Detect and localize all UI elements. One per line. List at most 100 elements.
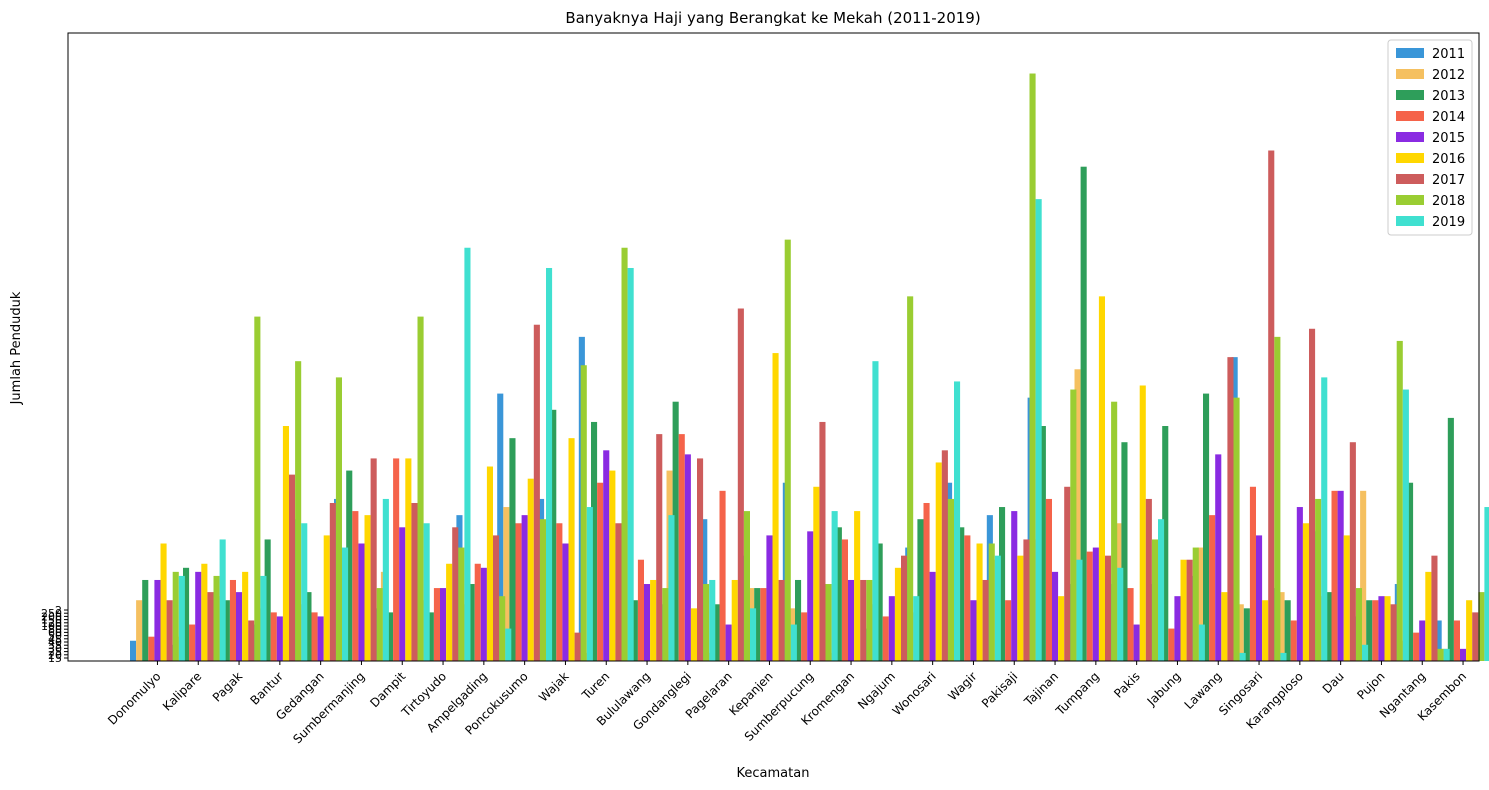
bar-ampelgading-2013 xyxy=(468,584,475,661)
bar-pakis-2013 xyxy=(1121,442,1128,661)
y-tick-label: 80 xyxy=(48,623,62,636)
bar-donomulyo-2016 xyxy=(160,543,167,661)
bar-kromengan-2017 xyxy=(860,579,867,661)
bar-tirtoyudo-2015 xyxy=(440,588,447,661)
bar-wajak-2019 xyxy=(586,507,593,661)
bar-pakis-2014 xyxy=(1127,588,1134,661)
legend-label-2014: 2014 xyxy=(1432,110,1465,125)
x-tick-label-pagak: Pagak xyxy=(210,669,245,704)
bar-wonosari-2015 xyxy=(929,571,936,661)
bar-sumbermanjing-2015 xyxy=(358,543,365,661)
bar-turen-2014 xyxy=(597,482,604,661)
bar-ngajum-2018 xyxy=(907,296,914,661)
bar-tirtoyudo-2017 xyxy=(452,527,459,661)
bar-bantur-2018 xyxy=(295,361,302,661)
y-tick-label: 60 xyxy=(48,626,62,639)
bar-kepanjen-2015 xyxy=(766,535,773,661)
bar-wajak-2017 xyxy=(574,632,581,661)
y-tick-label: 35 xyxy=(48,639,62,652)
bar-pujon-2013 xyxy=(1366,600,1373,661)
bar-gedangan-2014 xyxy=(311,612,318,661)
bar-turen-2013 xyxy=(591,421,598,661)
bar-ngajum-2013 xyxy=(876,543,883,661)
x-tick-label-jabung: Jabung xyxy=(1144,669,1184,709)
bar-pakisaji-2014 xyxy=(1005,600,1012,661)
bar-jabung-2014 xyxy=(1168,628,1175,661)
bar-tumpang-2014 xyxy=(1086,551,1093,661)
bar-pagelaran-2015 xyxy=(725,624,732,661)
bar-pujon-2018 xyxy=(1396,340,1403,661)
bar-wagir-2018 xyxy=(988,543,995,661)
bar-singosari-2012 xyxy=(1237,604,1244,661)
bar-pakisaji-2017 xyxy=(1023,539,1030,661)
bar-wagir-2013 xyxy=(958,527,965,661)
bar-pagak-2016 xyxy=(242,571,249,661)
bar-pujon-2015 xyxy=(1378,596,1385,661)
bar-sumbermanjing-2014 xyxy=(352,511,359,661)
bar-pakis-2018 xyxy=(1151,539,1158,661)
bar-lawang-2017 xyxy=(1227,357,1234,661)
bar-sumberpucung-2015 xyxy=(807,531,814,661)
bar-gondanglegi-2018 xyxy=(703,584,710,661)
bar-wagir-2015 xyxy=(970,600,977,661)
bar-wonosari-2019 xyxy=(954,381,961,661)
bar-tumpang-2018 xyxy=(1111,401,1118,661)
bar-tumpang-2019 xyxy=(1117,567,1124,661)
bar-turen-2019 xyxy=(627,267,634,661)
bar-wagir-2019 xyxy=(994,555,1001,661)
bar-bantur-2013 xyxy=(264,539,271,661)
legend-label-2013: 2013 xyxy=(1432,89,1465,104)
bar-gondanglegi-2017 xyxy=(697,458,704,661)
bar-sumberpucung-2014 xyxy=(801,612,808,661)
y-tick-label: 15 xyxy=(48,652,62,665)
bar-karangploso-2017 xyxy=(1309,328,1316,661)
bar-singosari-2019 xyxy=(1280,652,1287,661)
bar-tirtoyudo-2013 xyxy=(427,612,434,661)
bar-sumbermanjing-2017 xyxy=(370,458,377,661)
bar-karangploso-2014 xyxy=(1290,620,1297,661)
bar-bululawang-2018 xyxy=(662,588,669,661)
bar-dampit-2015 xyxy=(399,527,406,661)
bar-wagir-2014 xyxy=(964,535,971,661)
legend-swatch-2013 xyxy=(1396,90,1424,100)
bar-kromengan-2016 xyxy=(854,511,861,661)
bar-dau-2019 xyxy=(1362,644,1369,661)
bar-bantur-2014 xyxy=(270,612,277,661)
legend-swatch-2019 xyxy=(1396,216,1424,226)
bar-tirtoyudo-2019 xyxy=(464,247,471,662)
bar-ampelgading-2019 xyxy=(505,628,512,661)
bar-pakisaji-2015 xyxy=(1011,511,1018,661)
bar-singosari-2013 xyxy=(1243,608,1250,661)
bar-donomulyo-2013 xyxy=(142,579,149,661)
bar-kepanjen-2018 xyxy=(784,239,791,661)
y-tick-label: 2 xyxy=(55,604,62,617)
bar-tumpang-2016 xyxy=(1098,296,1105,661)
x-tick-label-dampit: Dampit xyxy=(367,669,408,710)
bar-dampit-2017 xyxy=(411,502,418,661)
bar-ngantang-2018 xyxy=(1437,648,1444,661)
bar-pakis-2017 xyxy=(1145,498,1152,661)
bar-wagir-2017 xyxy=(982,579,989,661)
bar-pakisaji-2019 xyxy=(1035,199,1042,661)
y-tick-label: 40 xyxy=(48,636,62,649)
bar-wonosari-2013 xyxy=(917,519,924,661)
bar-kepanjen-2019 xyxy=(790,624,797,661)
x-tick-label-wajak: Wajak xyxy=(536,669,571,704)
bar-donomulyo-2017 xyxy=(166,600,173,661)
bar-dampit-2019 xyxy=(423,523,430,661)
bar-kasembon-2019 xyxy=(1484,507,1489,661)
legend-swatch-2018 xyxy=(1396,195,1424,205)
bar-sumberpucung-2018 xyxy=(825,584,832,661)
bar-pujon-2014 xyxy=(1372,600,1379,661)
bar-kalipare-2015 xyxy=(195,571,202,661)
bar-pagak-2014 xyxy=(229,579,236,661)
bar-poncokusumo-2017 xyxy=(533,324,540,661)
bar-pakisaji-2013 xyxy=(999,507,1006,661)
x-tick-label-tajinan: Tajinan xyxy=(1021,669,1061,709)
x-tick-label-kalipare: Kalipare xyxy=(160,669,204,713)
bar-bantur-2016 xyxy=(282,426,289,661)
bar-dau-2014 xyxy=(1331,490,1338,661)
bar-pagak-2015 xyxy=(236,592,243,661)
bar-pagelaran-2016 xyxy=(731,579,738,661)
